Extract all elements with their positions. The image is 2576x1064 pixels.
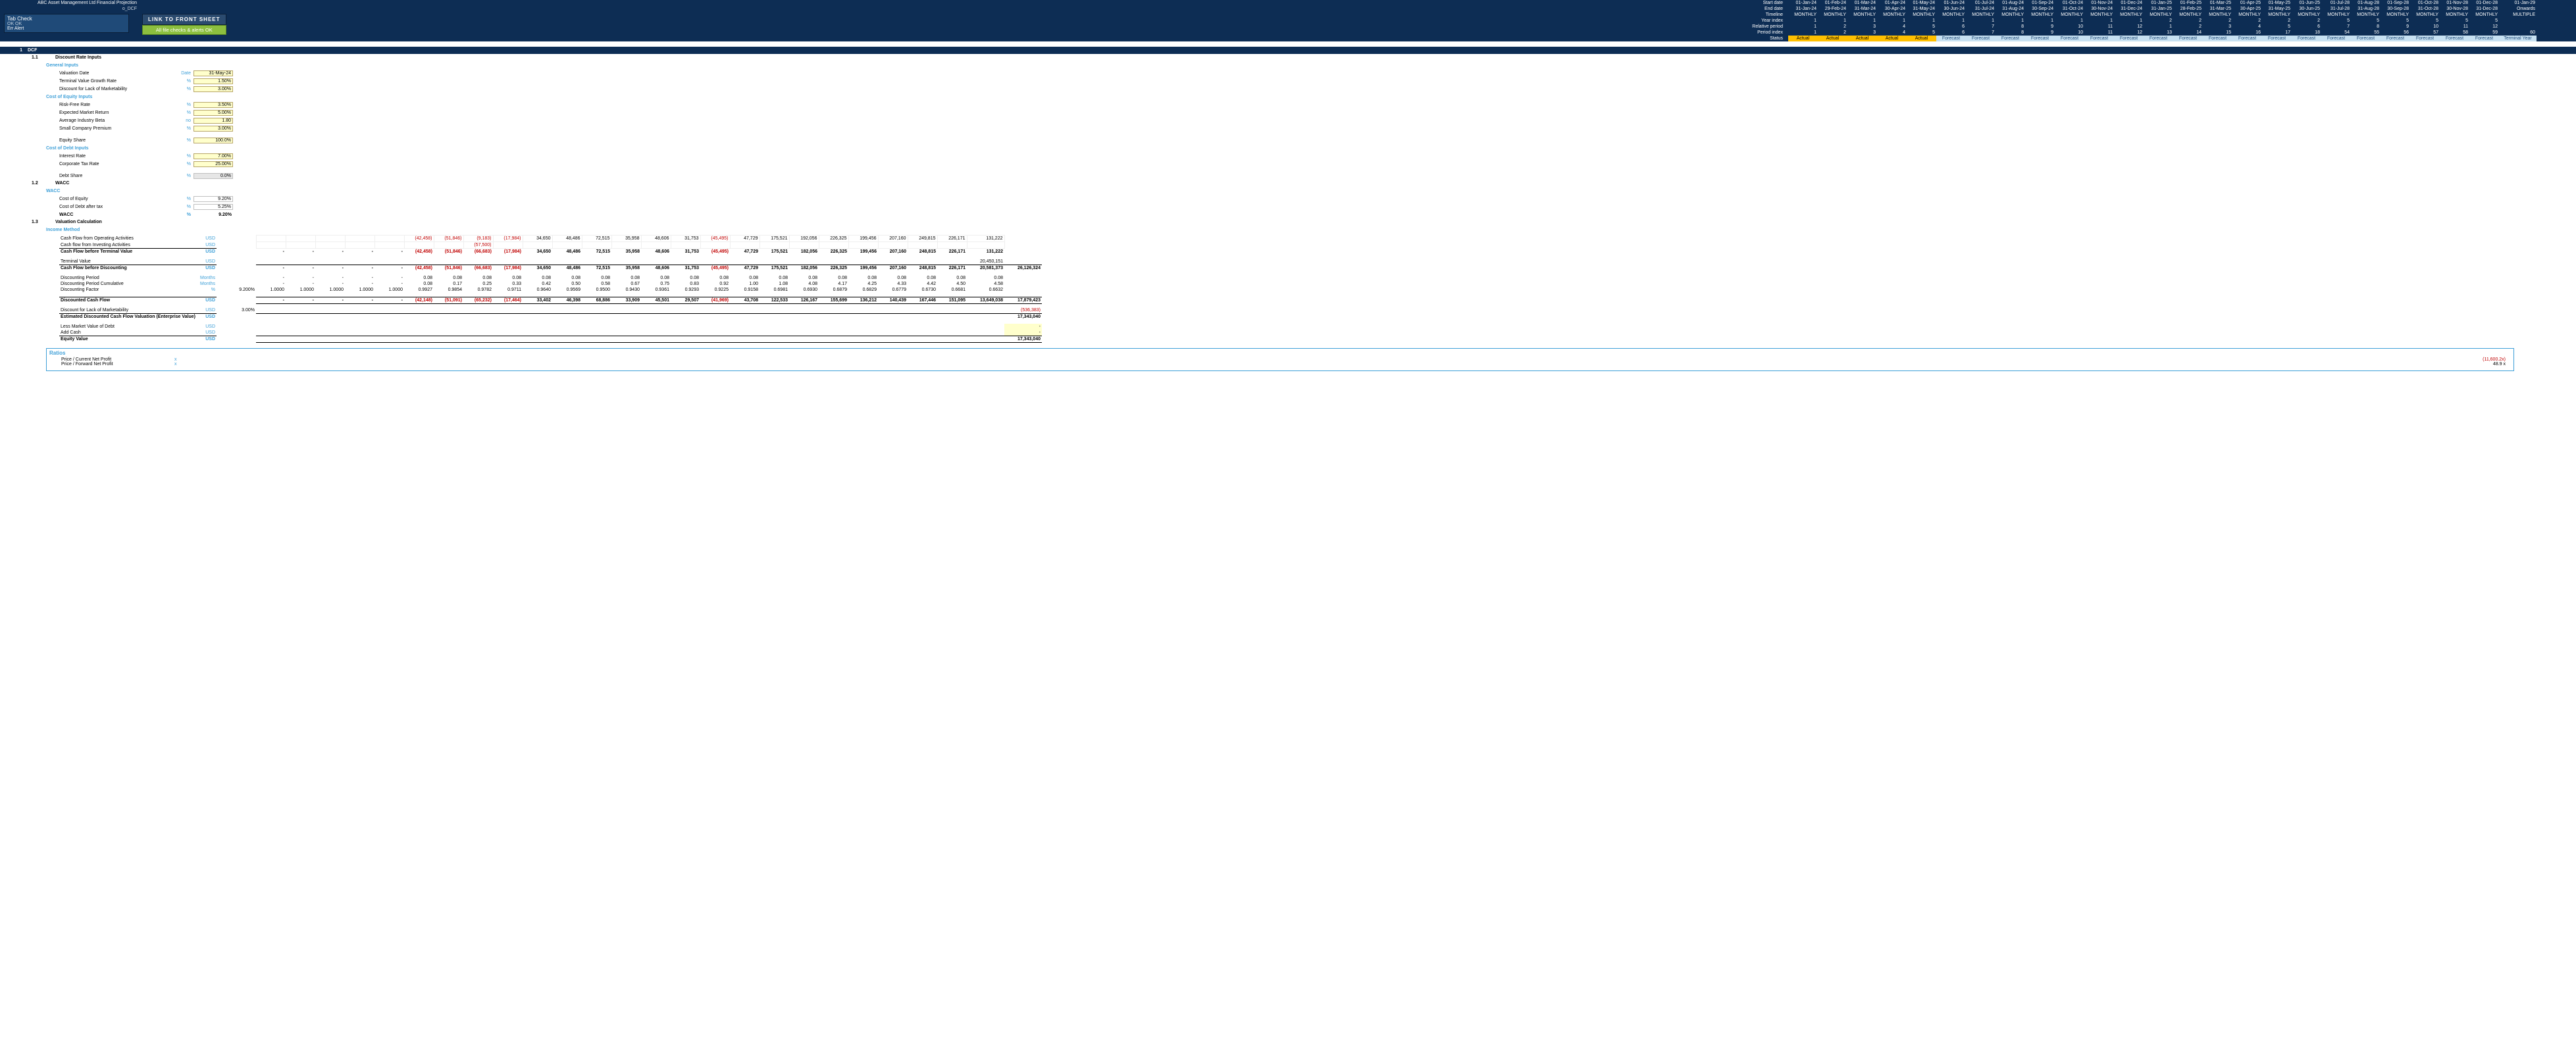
header-table: ABC Asset Management Ltd Financial Proje… [0, 0, 2576, 41]
ratios-title: Ratios [49, 350, 2511, 356]
wacc-coe-row: Cost of Equity%9.20% [0, 195, 2576, 203]
tax-input[interactable]: 25.00% [193, 161, 233, 167]
ratio-row-1: Price / Current Net Profitx(11,600.2x) [49, 357, 2511, 362]
section-1-3: 1.3Valuation Calculation [0, 218, 2576, 226]
equity-share-row: Equity Share%100.0% [0, 136, 2576, 144]
section-1-2: 1.2WACC [0, 180, 2576, 187]
sheet-name: o_DCF [0, 6, 138, 12]
beta-input[interactable]: 1.80 [193, 118, 233, 124]
cod-head: Cost of Debt Inputs [0, 144, 2576, 152]
equity-share-input[interactable]: 100.0% [193, 138, 233, 143]
tab-check-err: Err Alert [7, 26, 126, 31]
link-to-front-button[interactable]: LINK TO FRONT SHEET [142, 14, 226, 25]
ratio-row-2: Price / Forward Net Profitx48.9 x [49, 362, 2511, 367]
tax-row: Corporate Tax Rate%25.00% [0, 160, 2576, 168]
lbl-status: Status [230, 36, 1788, 41]
wacc-val: 9.20% [193, 213, 233, 217]
scp-input[interactable]: 3.00% [193, 126, 233, 132]
tvgr-input[interactable]: 1.50% [193, 78, 233, 84]
sec1-title: DCF [28, 48, 37, 53]
mr-input[interactable]: 5.00% [193, 110, 233, 116]
wacc-coe-val: 9.20% [193, 196, 233, 202]
income-table: Cash Flow from Operating ActivitiesUSD(4… [59, 235, 1042, 343]
section-1-1: 1.1Discount Rate Inputs [0, 54, 2576, 61]
tab-check-box: Tab Check OK OK Err Alert [4, 14, 129, 33]
tvgr-row: Terminal Value Growth Rate%1.50% [0, 77, 2576, 85]
mr-row: Expected Market Return%5.00% [0, 109, 2576, 116]
general-inputs-head: General Inputs [0, 61, 2576, 69]
alerts-ok-button[interactable]: All file checks & alerts OK [142, 25, 226, 35]
header: ABC Asset Management Ltd Financial Proje… [0, 0, 2576, 41]
dlom-row: Discount for Lack of Marketability%3.00% [0, 85, 2576, 93]
rf-row: Risk-Free Rate%3.50% [0, 101, 2576, 109]
lbl-end: End date [230, 6, 1788, 12]
rf-input[interactable]: 3.50% [193, 102, 233, 108]
wacc-cod-row: Cost of Debt after tax%5.25% [0, 203, 2576, 211]
debt-share-input[interactable]: 0.0% [193, 173, 233, 179]
section-1-bar: 1 DCF [0, 47, 2576, 54]
income-method-head: Income Method [0, 226, 2576, 234]
tab-check-ok: OK OK [7, 22, 126, 26]
valuation-date-row: Valuation DateDate31-May-24 [0, 69, 2576, 77]
ratio-2-val: 48.9 x [2458, 362, 2511, 367]
page-root: ABC Asset Management Ltd Financial Proje… [0, 0, 2576, 371]
valuation-date-input[interactable]: 31-May-24 [193, 70, 233, 76]
lbl-timeline: Timeline [230, 12, 1788, 18]
sec1-num: 1 [4, 48, 22, 53]
wacc-cod-val: 5.25% [193, 204, 233, 210]
beta-row: Average Industry Betano1.80 [0, 116, 2576, 124]
wacc-mini-head: WACC [0, 187, 2576, 195]
lbl-pidx: Period index [230, 30, 1788, 36]
dlom-input[interactable]: 3.00% [193, 86, 233, 92]
lbl-rel: Relative period [230, 24, 1788, 30]
scp-row: Small Company Premium%3.00% [0, 124, 2576, 132]
tab-check-title: Tab Check [7, 16, 126, 22]
debt-share-row: Debt Share%0.0% [0, 172, 2576, 180]
wacc-total-row: WACC%9.20% [0, 211, 2576, 218]
ratios-box: Ratios Price / Current Net Profitx(11,60… [46, 348, 2514, 371]
lbl-yidx: Year index [230, 18, 1788, 24]
company-title: ABC Asset Management Ltd Financial Proje… [0, 0, 138, 6]
ir-input[interactable]: 7.00% [193, 153, 233, 159]
coe-head: Cost of Equity Inputs [0, 93, 2576, 101]
lbl-start: Start date [230, 0, 1788, 6]
ratio-1-val: (11,600.2x) [2458, 357, 2511, 362]
ir-row: Interest Rate%7.00% [0, 152, 2576, 160]
